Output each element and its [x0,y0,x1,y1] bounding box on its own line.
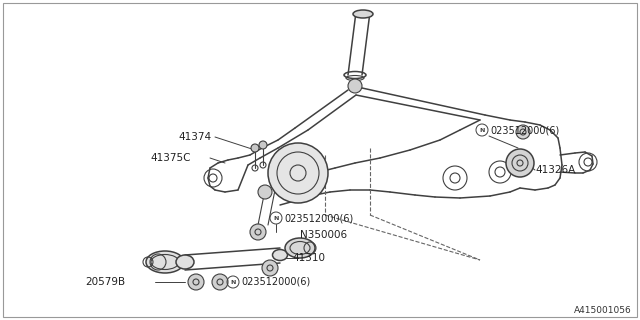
Text: N: N [230,279,236,284]
Text: N350006: N350006 [300,230,347,240]
Circle shape [259,141,267,149]
Circle shape [516,125,530,139]
Circle shape [251,144,259,152]
Circle shape [262,260,278,276]
Circle shape [250,224,266,240]
Ellipse shape [146,251,184,273]
Text: 023512000(6): 023512000(6) [490,125,559,135]
Text: 41375C: 41375C [150,153,191,163]
Circle shape [188,274,204,290]
Text: 41326A: 41326A [535,165,575,175]
Ellipse shape [353,10,373,18]
Circle shape [268,143,328,203]
Ellipse shape [273,250,287,260]
Text: A415001056: A415001056 [574,306,632,315]
Text: 20579B: 20579B [85,277,125,287]
Ellipse shape [176,255,194,269]
Circle shape [506,149,534,177]
Text: N: N [273,215,278,220]
Circle shape [258,185,272,199]
Text: 41310: 41310 [292,253,325,263]
Ellipse shape [285,238,315,258]
Circle shape [348,79,362,93]
Text: 023512000(6): 023512000(6) [284,213,353,223]
Text: 023512000(6): 023512000(6) [241,277,310,287]
Circle shape [212,274,228,290]
Text: 41374: 41374 [178,132,211,142]
Text: N: N [479,127,484,132]
